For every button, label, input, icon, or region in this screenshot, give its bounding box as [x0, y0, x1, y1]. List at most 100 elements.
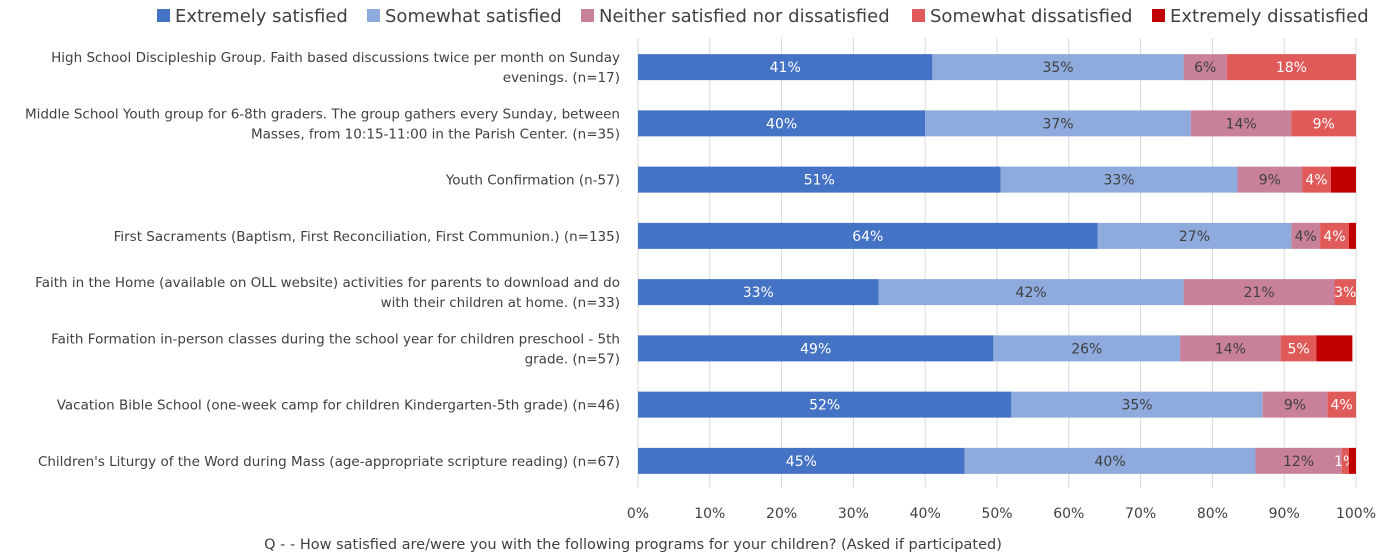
bar-segment — [964, 447, 1256, 474]
data-label: 18% — [1276, 60, 1307, 76]
bar-segment — [878, 279, 1184, 306]
legend-label: Extremely dissatisfied — [1170, 6, 1369, 27]
bars: 41% 35% 6% 18% 40% 37% 14% 9% 51% 33% 9% 4% 64% 27% 4%… — [638, 54, 1356, 474]
bar-segment — [1341, 447, 1349, 474]
data-label: 35% — [1121, 398, 1152, 414]
bar-segment — [1183, 279, 1335, 306]
data-label: 9% — [1284, 398, 1306, 414]
category-label: evenings. (n=17) — [503, 70, 620, 86]
data-label: 14% — [1226, 116, 1257, 132]
bar-segment — [925, 110, 1191, 137]
data-label: 33% — [743, 285, 774, 301]
category-label: Faith Formation in-person classes during… — [51, 331, 620, 347]
bar-segment — [1330, 166, 1356, 193]
x-tick-label: 70% — [1125, 506, 1156, 522]
bar-segment — [638, 166, 1001, 193]
x-tick-label: 80% — [1197, 506, 1228, 522]
legend: Extremely satisfied Somewhat satisfied Nei… — [157, 6, 1369, 27]
bar-segment — [638, 391, 1012, 418]
legend-swatch — [367, 9, 380, 22]
bar-segment — [638, 447, 965, 474]
x-tick-label: 10% — [694, 506, 725, 522]
data-label: 41% — [770, 60, 801, 76]
bar-segment — [1180, 335, 1281, 362]
x-tick-label: 0% — [627, 506, 649, 522]
legend-label: Neither satisfied nor dissatisfied — [599, 6, 890, 27]
data-label: 3% — [1334, 285, 1356, 301]
category-label: grade. (n=57) — [525, 351, 620, 367]
category-label: Vacation Bible School (one-week camp for… — [57, 398, 620, 414]
data-label: 42% — [1016, 285, 1047, 301]
bar-segment — [638, 335, 994, 362]
data-label: 45% — [786, 454, 817, 470]
bar-segment — [1000, 166, 1238, 193]
x-tick-label: 100% — [1336, 506, 1376, 522]
legend-label: Somewhat dissatisfied — [930, 6, 1132, 27]
category-label: with their children at home. (n=33) — [381, 295, 620, 311]
data-label: 40% — [1095, 454, 1126, 470]
x-tick-label: 30% — [838, 506, 869, 522]
bar-segment — [1011, 391, 1263, 418]
bar-segment — [1316, 335, 1353, 362]
x-tick-label: 20% — [766, 506, 797, 522]
data-label: 9% — [1313, 116, 1335, 132]
x-tick-label: 60% — [1053, 506, 1084, 522]
bar-segment — [932, 54, 1184, 81]
data-label: 33% — [1103, 173, 1134, 189]
gridlines — [637, 38, 1357, 488]
category-label: Masses, from 10:15-11:00 in the Parish C… — [251, 126, 620, 142]
bar-segment — [1183, 54, 1227, 81]
category-labels: High School Discipleship Group. Faith ba… — [25, 50, 620, 470]
bar-segment — [993, 335, 1181, 362]
bar-segment — [1348, 222, 1356, 249]
legend-swatch — [581, 9, 594, 22]
category-label: Faith in the Home (available on OLL webs… — [35, 275, 620, 291]
data-label: 4% — [1323, 229, 1345, 245]
legend-label: Extremely satisfied — [175, 6, 348, 27]
bar-segment — [1190, 110, 1292, 137]
data-label: 27% — [1179, 229, 1210, 245]
category-label: Middle School Youth group for 6-8th grad… — [25, 106, 620, 122]
bar-segment — [638, 222, 1098, 249]
category-label: High School Discipleship Group. Faith ba… — [51, 50, 620, 66]
data-label: 4% — [1331, 398, 1353, 414]
bar-segment — [638, 279, 879, 306]
bar-segment — [1320, 222, 1349, 249]
bar-segment — [1226, 54, 1356, 81]
x-axis-title: Q - - How satisfied are/were you with th… — [264, 537, 1002, 553]
bar-segment — [1291, 222, 1321, 249]
bar-segment — [1302, 166, 1331, 193]
bar-segment — [1262, 391, 1328, 418]
x-tick-label: 40% — [910, 506, 941, 522]
bar-segment — [1327, 391, 1356, 418]
data-label: 5% — [1287, 341, 1309, 357]
bar-segment — [1255, 447, 1342, 474]
data-label: 14% — [1215, 341, 1246, 357]
x-tick-label: 90% — [1269, 506, 1300, 522]
bar-segment — [638, 54, 933, 81]
data-label: 64% — [852, 229, 883, 245]
category-label: First Sacraments (Baptism, First Reconci… — [114, 229, 620, 245]
legend-label: Somewhat satisfied — [385, 6, 562, 27]
bar-segment — [1291, 110, 1356, 137]
category-label: Youth Confirmation (n-57) — [445, 173, 620, 189]
x-axis-ticks: 0% 10% 20% 30% 40% 50% 60% 70% 80% 90% 100% — [627, 506, 1376, 522]
data-label: 26% — [1071, 341, 1102, 357]
data-label: 35% — [1042, 60, 1073, 76]
legend-swatch — [1152, 9, 1165, 22]
bar-segment — [1280, 335, 1317, 362]
bar-segment — [1334, 279, 1356, 306]
bar-segment — [1237, 166, 1303, 193]
legend-swatch — [157, 9, 170, 22]
data-label: 52% — [809, 398, 840, 414]
bar-segment — [1097, 222, 1292, 249]
data-label: 51% — [804, 173, 835, 189]
bar-segment — [638, 110, 926, 137]
data-label: 40% — [766, 116, 797, 132]
data-label: 9% — [1259, 173, 1281, 189]
data-label: 12% — [1283, 454, 1314, 470]
legend-swatch — [912, 9, 925, 22]
data-label: 4% — [1305, 173, 1327, 189]
data-label: 4% — [1295, 229, 1317, 245]
